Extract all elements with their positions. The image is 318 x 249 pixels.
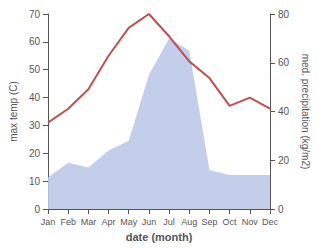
svg-text:Sep: Sep xyxy=(201,217,217,227)
svg-text:Jul: Jul xyxy=(163,217,175,227)
svg-text:Jan: Jan xyxy=(41,217,56,227)
svg-text:Aug: Aug xyxy=(181,217,197,227)
svg-text:Dec: Dec xyxy=(262,217,279,227)
svg-text:May: May xyxy=(120,217,138,227)
svg-text:20: 20 xyxy=(29,148,41,159)
svg-text:40: 40 xyxy=(29,92,41,103)
svg-text:Apr: Apr xyxy=(102,217,116,227)
svg-text:max temp (C): max temp (C) xyxy=(8,81,19,142)
svg-text:0: 0 xyxy=(34,204,40,215)
svg-text:60: 60 xyxy=(278,57,290,68)
svg-text:70: 70 xyxy=(29,9,41,20)
svg-text:40: 40 xyxy=(278,106,290,117)
svg-text:Oct: Oct xyxy=(223,217,238,227)
svg-text:50: 50 xyxy=(29,64,41,75)
svg-text:Mar: Mar xyxy=(81,217,97,227)
svg-text:Jun: Jun xyxy=(142,217,157,227)
svg-text:Feb: Feb xyxy=(60,217,76,227)
svg-text:med. precipitation (kg/m2): med. precipitation (kg/m2) xyxy=(300,54,311,170)
svg-text:0: 0 xyxy=(278,204,284,215)
svg-text:Nov: Nov xyxy=(242,217,259,227)
svg-text:20: 20 xyxy=(278,155,290,166)
svg-text:80: 80 xyxy=(278,9,290,20)
svg-text:date (month): date (month) xyxy=(126,231,193,243)
svg-text:10: 10 xyxy=(29,176,41,187)
svg-text:30: 30 xyxy=(29,120,41,131)
svg-text:60: 60 xyxy=(29,36,41,47)
